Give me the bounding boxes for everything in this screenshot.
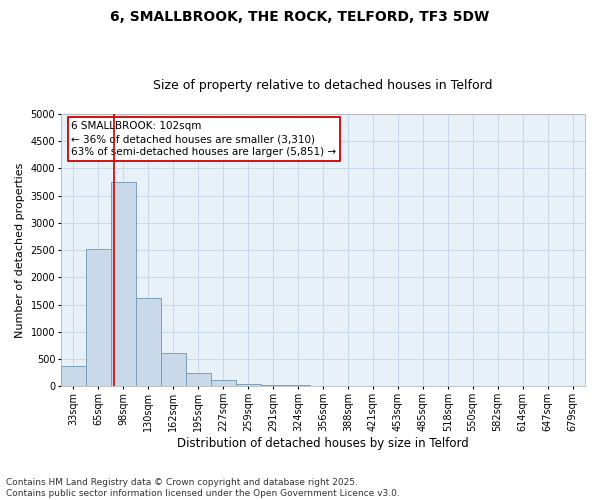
Bar	[61, 366, 86, 386]
Bar	[236, 384, 260, 386]
Bar	[136, 298, 161, 386]
Bar	[211, 380, 236, 386]
Y-axis label: Number of detached properties: Number of detached properties	[15, 162, 25, 338]
Bar	[260, 385, 286, 386]
Title: Size of property relative to detached houses in Telford: Size of property relative to detached ho…	[153, 79, 493, 92]
X-axis label: Distribution of detached houses by size in Telford: Distribution of detached houses by size …	[177, 437, 469, 450]
Bar	[161, 352, 185, 386]
Bar	[185, 374, 211, 386]
Bar	[86, 248, 111, 386]
Text: Contains HM Land Registry data © Crown copyright and database right 2025.
Contai: Contains HM Land Registry data © Crown c…	[6, 478, 400, 498]
Text: 6, SMALLBROOK, THE ROCK, TELFORD, TF3 5DW: 6, SMALLBROOK, THE ROCK, TELFORD, TF3 5D…	[110, 10, 490, 24]
Text: 6 SMALLBROOK: 102sqm
← 36% of detached houses are smaller (3,310)
63% of semi-de: 6 SMALLBROOK: 102sqm ← 36% of detached h…	[71, 121, 337, 157]
Bar	[111, 182, 136, 386]
